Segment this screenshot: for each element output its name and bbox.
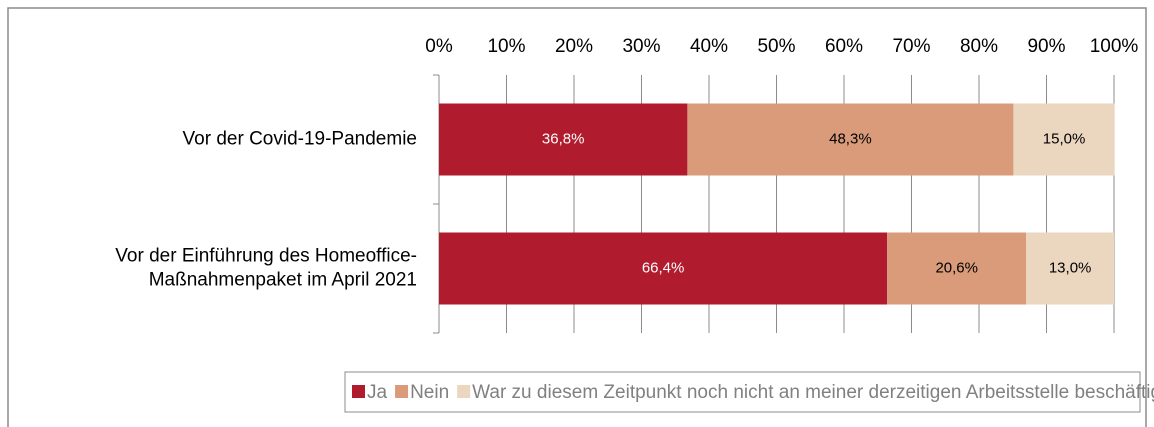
value-label: 36,8% <box>542 130 585 147</box>
value-label: 13,0% <box>1049 259 1092 276</box>
legend-swatch <box>395 385 409 398</box>
value-label: 48,3% <box>829 130 872 147</box>
bar-segment <box>1013 103 1115 176</box>
legend-box <box>344 371 1141 413</box>
x-tick-label: 70% <box>892 36 930 57</box>
x-tick-label: 60% <box>825 36 863 57</box>
legend-swatch <box>352 385 365 398</box>
chart-frame <box>7 7 1147 427</box>
x-tick-label: 10% <box>487 36 525 57</box>
legend-swatch <box>457 385 471 398</box>
category-label: Vor der Covid-19-Pandemie <box>183 129 417 150</box>
x-tick-label: 80% <box>960 36 998 57</box>
legend-label: Nein <box>410 382 449 403</box>
x-tick-label: 100% <box>1090 36 1139 57</box>
bar-segment <box>439 232 888 305</box>
x-tick-label: 20% <box>555 36 593 57</box>
x-tick-label: 40% <box>690 36 728 57</box>
value-label: 15,0% <box>1043 130 1086 147</box>
bar-segment <box>687 103 1014 176</box>
legend: Ja Nein War zu diesem Zeitpunkt noch nicht… <box>344 371 1154 413</box>
x-tick-label: 30% <box>622 36 660 57</box>
legend-label: Ja <box>367 382 388 403</box>
bar-segment <box>439 103 688 176</box>
bar-segment <box>887 232 1027 305</box>
x-tick-label: 90% <box>1027 36 1065 57</box>
category-label: Vor der Einführung des Homeoffice-Maßnah… <box>115 246 417 291</box>
legend-label: War zu diesem Zeitpunkt noch nicht an me… <box>472 382 1154 403</box>
value-label: 20,6% <box>935 259 978 276</box>
x-tick-label: 50% <box>757 36 795 57</box>
x-tick-label: 0% <box>425 36 453 57</box>
bar-segment <box>1026 232 1114 305</box>
value-label: 66,4% <box>642 259 685 276</box>
